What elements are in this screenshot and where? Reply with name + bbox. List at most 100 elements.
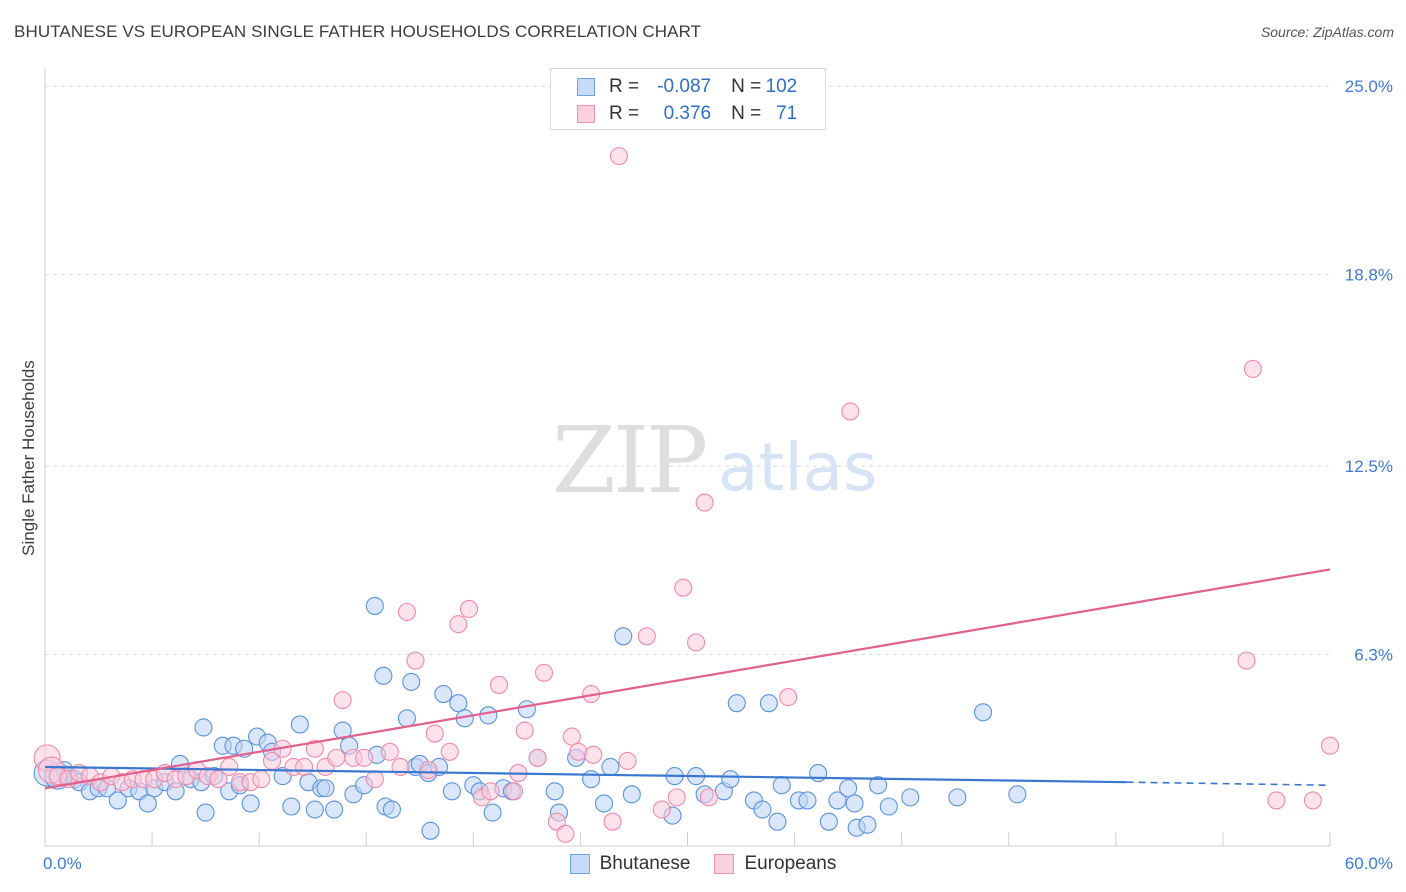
bhutanese-point xyxy=(545,782,564,801)
bhutanese-point xyxy=(845,794,864,813)
europeans-point xyxy=(1303,791,1322,810)
bhutanese-trendline xyxy=(44,765,1127,784)
legend-item-bhutanese[interactable]: Bhutanese xyxy=(569,853,691,875)
europeans-trendline xyxy=(44,568,1331,790)
legend-r-value: 0.376 xyxy=(663,103,712,124)
legend-item-europeans[interactable]: Europeans xyxy=(714,853,836,875)
bhutanese-point xyxy=(517,700,536,719)
bhutanese-point xyxy=(241,794,260,813)
europeans-point xyxy=(695,493,714,512)
europeans-point xyxy=(252,770,271,789)
legend-n-value: 102 xyxy=(765,76,798,97)
europeans-point xyxy=(449,615,468,634)
legend-n-label: N = xyxy=(731,76,762,97)
bhutanese-point xyxy=(759,694,778,713)
bhutanese-point xyxy=(449,694,468,713)
europeans-point xyxy=(569,742,588,761)
europeans-point xyxy=(556,824,575,843)
bhutanese-point xyxy=(333,721,352,740)
bhutanese-point xyxy=(365,596,384,615)
bhutanese-point xyxy=(479,706,498,725)
europeans-point xyxy=(1237,651,1256,670)
bhutanese-point xyxy=(828,791,847,810)
watermark-atlas: atlas xyxy=(718,429,878,506)
bhutanese-point xyxy=(421,821,440,840)
europeans-point xyxy=(841,402,860,421)
bhutanese-point xyxy=(196,803,215,822)
bhutanese-point xyxy=(622,785,641,804)
europeans-point xyxy=(397,602,416,622)
europeans-point xyxy=(603,812,622,831)
legend-n-value: 71 xyxy=(776,103,798,124)
bhutanese-point xyxy=(772,776,791,795)
x-tick-label: 0.0% xyxy=(43,854,82,873)
bhutanese-point xyxy=(290,715,309,734)
europeans-point xyxy=(667,788,686,807)
legend-r-value: -0.087 xyxy=(657,76,712,97)
legend-row-bhutanese: R = -0.087 N = 102 xyxy=(551,74,797,100)
bhutanese-point xyxy=(858,815,877,834)
europeans-point xyxy=(687,633,706,652)
europeans-point xyxy=(459,599,479,619)
legend-swatch-europeans xyxy=(577,105,595,123)
bhutanese-point xyxy=(727,694,746,713)
bhutanese-point xyxy=(601,757,620,777)
europeans-point xyxy=(305,739,324,758)
bhutanese-point xyxy=(483,803,502,822)
legend-row-europeans: R = 0.376 N = 71 xyxy=(551,101,797,127)
correlation-legend: R = -0.087 N = 102 R = 0.376 N = 71 xyxy=(550,68,826,130)
bhutanese-point xyxy=(402,672,421,691)
bhutanese-point xyxy=(948,788,967,807)
bhutanese-point xyxy=(442,782,461,801)
europeans-point xyxy=(489,675,509,694)
bhutanese-point xyxy=(901,788,920,807)
bhutanese-point xyxy=(879,797,898,816)
legend-swatch-europeans xyxy=(714,854,735,874)
legend-swatch-bhutanese xyxy=(577,78,595,96)
bhutanese-point xyxy=(382,800,402,819)
europeans-point xyxy=(209,770,228,789)
europeans-point xyxy=(528,748,547,767)
bhutanese-point xyxy=(397,709,416,728)
bhutanese-point xyxy=(374,666,393,685)
europeans-point xyxy=(1320,736,1340,755)
watermark-zip: ZIP xyxy=(552,407,705,514)
bhutanese-point xyxy=(753,800,772,819)
legend-label-europeans: Europeans xyxy=(744,853,837,874)
bhutanese-point xyxy=(316,779,335,798)
europeans-point xyxy=(380,742,399,761)
europeans-point xyxy=(674,578,693,597)
bhutanese-point xyxy=(869,776,888,795)
europeans-point xyxy=(699,788,718,807)
europeans-point xyxy=(1267,791,1286,810)
bhutanese-point xyxy=(798,791,817,810)
chart-title: BHUTANESE VS EUROPEAN SINGLE FATHER HOUS… xyxy=(14,22,702,41)
europeans-point xyxy=(534,663,554,682)
europeans-point xyxy=(584,745,603,764)
bhutanese-point xyxy=(973,703,993,722)
y-tick-label: 18.8% xyxy=(1345,266,1393,285)
europeans-point xyxy=(355,748,374,767)
europeans-point xyxy=(365,770,384,789)
europeans-point xyxy=(406,651,425,670)
bhutanese-point xyxy=(582,770,601,789)
bhutanese-point xyxy=(325,800,344,819)
europeans-point xyxy=(618,751,637,770)
x-tick-label: 60.0% xyxy=(1345,854,1393,873)
europeans-point xyxy=(637,627,656,646)
bhutanese-point xyxy=(819,812,838,831)
bhutanese-point xyxy=(614,627,633,646)
bhutanese-point xyxy=(839,779,858,798)
europeans-point xyxy=(295,757,314,777)
europeans-point xyxy=(333,691,352,710)
europeans-point xyxy=(425,724,444,743)
y-tick-label: 12.5% xyxy=(1345,457,1393,476)
legend-label-bhutanese: Bhutanese xyxy=(599,853,691,874)
y-tick-label: 6.3% xyxy=(1354,646,1393,665)
bhutanese-point xyxy=(305,800,324,819)
europeans-point xyxy=(440,742,459,761)
europeans-point xyxy=(481,782,500,801)
europeans-point xyxy=(327,748,346,767)
europeans-point xyxy=(515,721,534,740)
